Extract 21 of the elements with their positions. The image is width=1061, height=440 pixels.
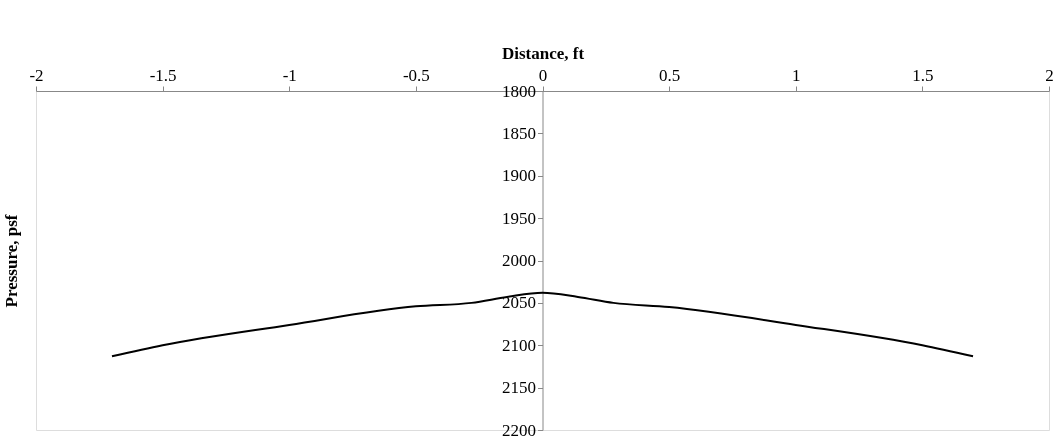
x-tick-label: 1 — [792, 65, 801, 85]
x-tick-label: -1.5 — [149, 65, 177, 85]
x-tick-label: 2 — [1045, 65, 1054, 85]
x-tick-label: 0 — [538, 65, 548, 85]
y-tick-label: 2150 — [502, 378, 536, 398]
x-tick-label: 0.5 — [659, 65, 681, 85]
line-series — [110, 291, 975, 358]
y-tick-label: 1850 — [502, 123, 536, 143]
y-tick-label: 1800 — [502, 81, 536, 101]
y-tick-label: 2100 — [502, 335, 536, 355]
y-tick-label: 1950 — [502, 208, 536, 228]
x-tick-label: -2 — [29, 65, 44, 85]
x-tick-label: -1 — [282, 65, 297, 85]
y-tick-label: 2000 — [502, 251, 536, 270]
x-axis-title: Distance, ft — [501, 43, 585, 63]
x-tick-label: -0.5 — [402, 65, 430, 85]
y-axis-title: Pressure, psf — [1, 214, 21, 308]
x-tick-label: 1.5 — [912, 65, 934, 85]
y-tick-label: 2200 — [502, 420, 536, 440]
y-tick-label: 2050 — [502, 293, 536, 313]
y-tick-label: 1900 — [502, 166, 536, 186]
